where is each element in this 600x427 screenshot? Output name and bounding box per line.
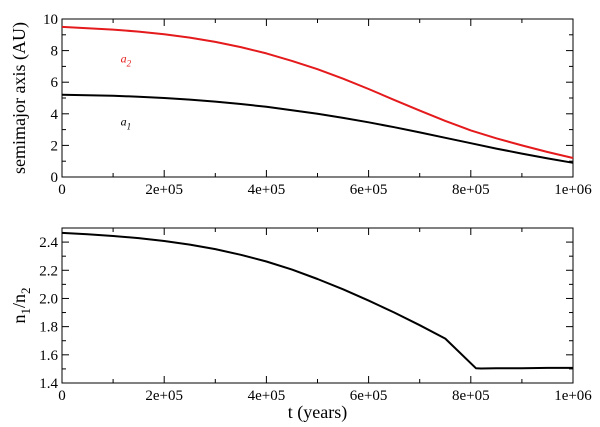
annotation-label: a2: [121, 52, 132, 69]
x-tick-label: 0: [58, 388, 66, 404]
y-tick-label: 2.0: [39, 291, 58, 307]
y-tick-label: 2: [51, 138, 59, 154]
x-tick-label: 0: [58, 182, 66, 198]
series-line-1: [61, 93, 574, 164]
y-axis-label: n1/n2: [9, 287, 33, 323]
bottom-panel-period-ratio: 0 2e+05 4e+05 6e+05 8e+05 1e+06 1.4 1.6 1.8 2.0 2.…: [9, 227, 592, 423]
x-tick-label: 4e+05: [248, 388, 286, 404]
y-tick-label: 6: [51, 75, 59, 91]
plot-frame: [61, 227, 574, 384]
y-tick-label: 1.8: [39, 320, 58, 336]
x-tick-label: 4e+05: [248, 182, 286, 198]
plot-frame: [61, 18, 574, 178]
top-panel-semimajor-axis: 0 2e+05 4e+05 6e+05 8e+05 1e+06 0 2 4 6 8 10 a2 a1 sem…: [9, 12, 592, 198]
x-tick-label: 2e+05: [145, 388, 183, 404]
x-tick-label: 8e+05: [452, 388, 490, 404]
x-tick-label: 1e+06: [554, 182, 592, 198]
y-tick-label: 4: [51, 107, 59, 123]
y-tick-label: 2.2: [39, 263, 58, 279]
y-tick-label: 10: [43, 12, 58, 28]
y-tick-label: 1.6: [39, 348, 58, 364]
y-tick-label: 1.4: [39, 376, 58, 392]
y-tick-label: 8: [51, 44, 59, 60]
x-tick-label: 2e+05: [145, 182, 183, 198]
y-axis-label: semimajor axis (AU): [9, 22, 30, 174]
x-tick-label: 6e+05: [350, 182, 388, 198]
x-tick-label: 6e+05: [350, 388, 388, 404]
y-tick-label: 2.4: [39, 235, 58, 251]
series-line-0: [61, 25, 574, 159]
y-tick-label: 0: [51, 170, 59, 186]
x-tick-label: 1e+06: [554, 388, 592, 404]
annotation-label: a1: [121, 115, 131, 132]
x-axis-label: t (years): [288, 402, 347, 423]
x-tick-label: 8e+05: [452, 182, 490, 198]
series-line-0: [61, 231, 573, 370]
